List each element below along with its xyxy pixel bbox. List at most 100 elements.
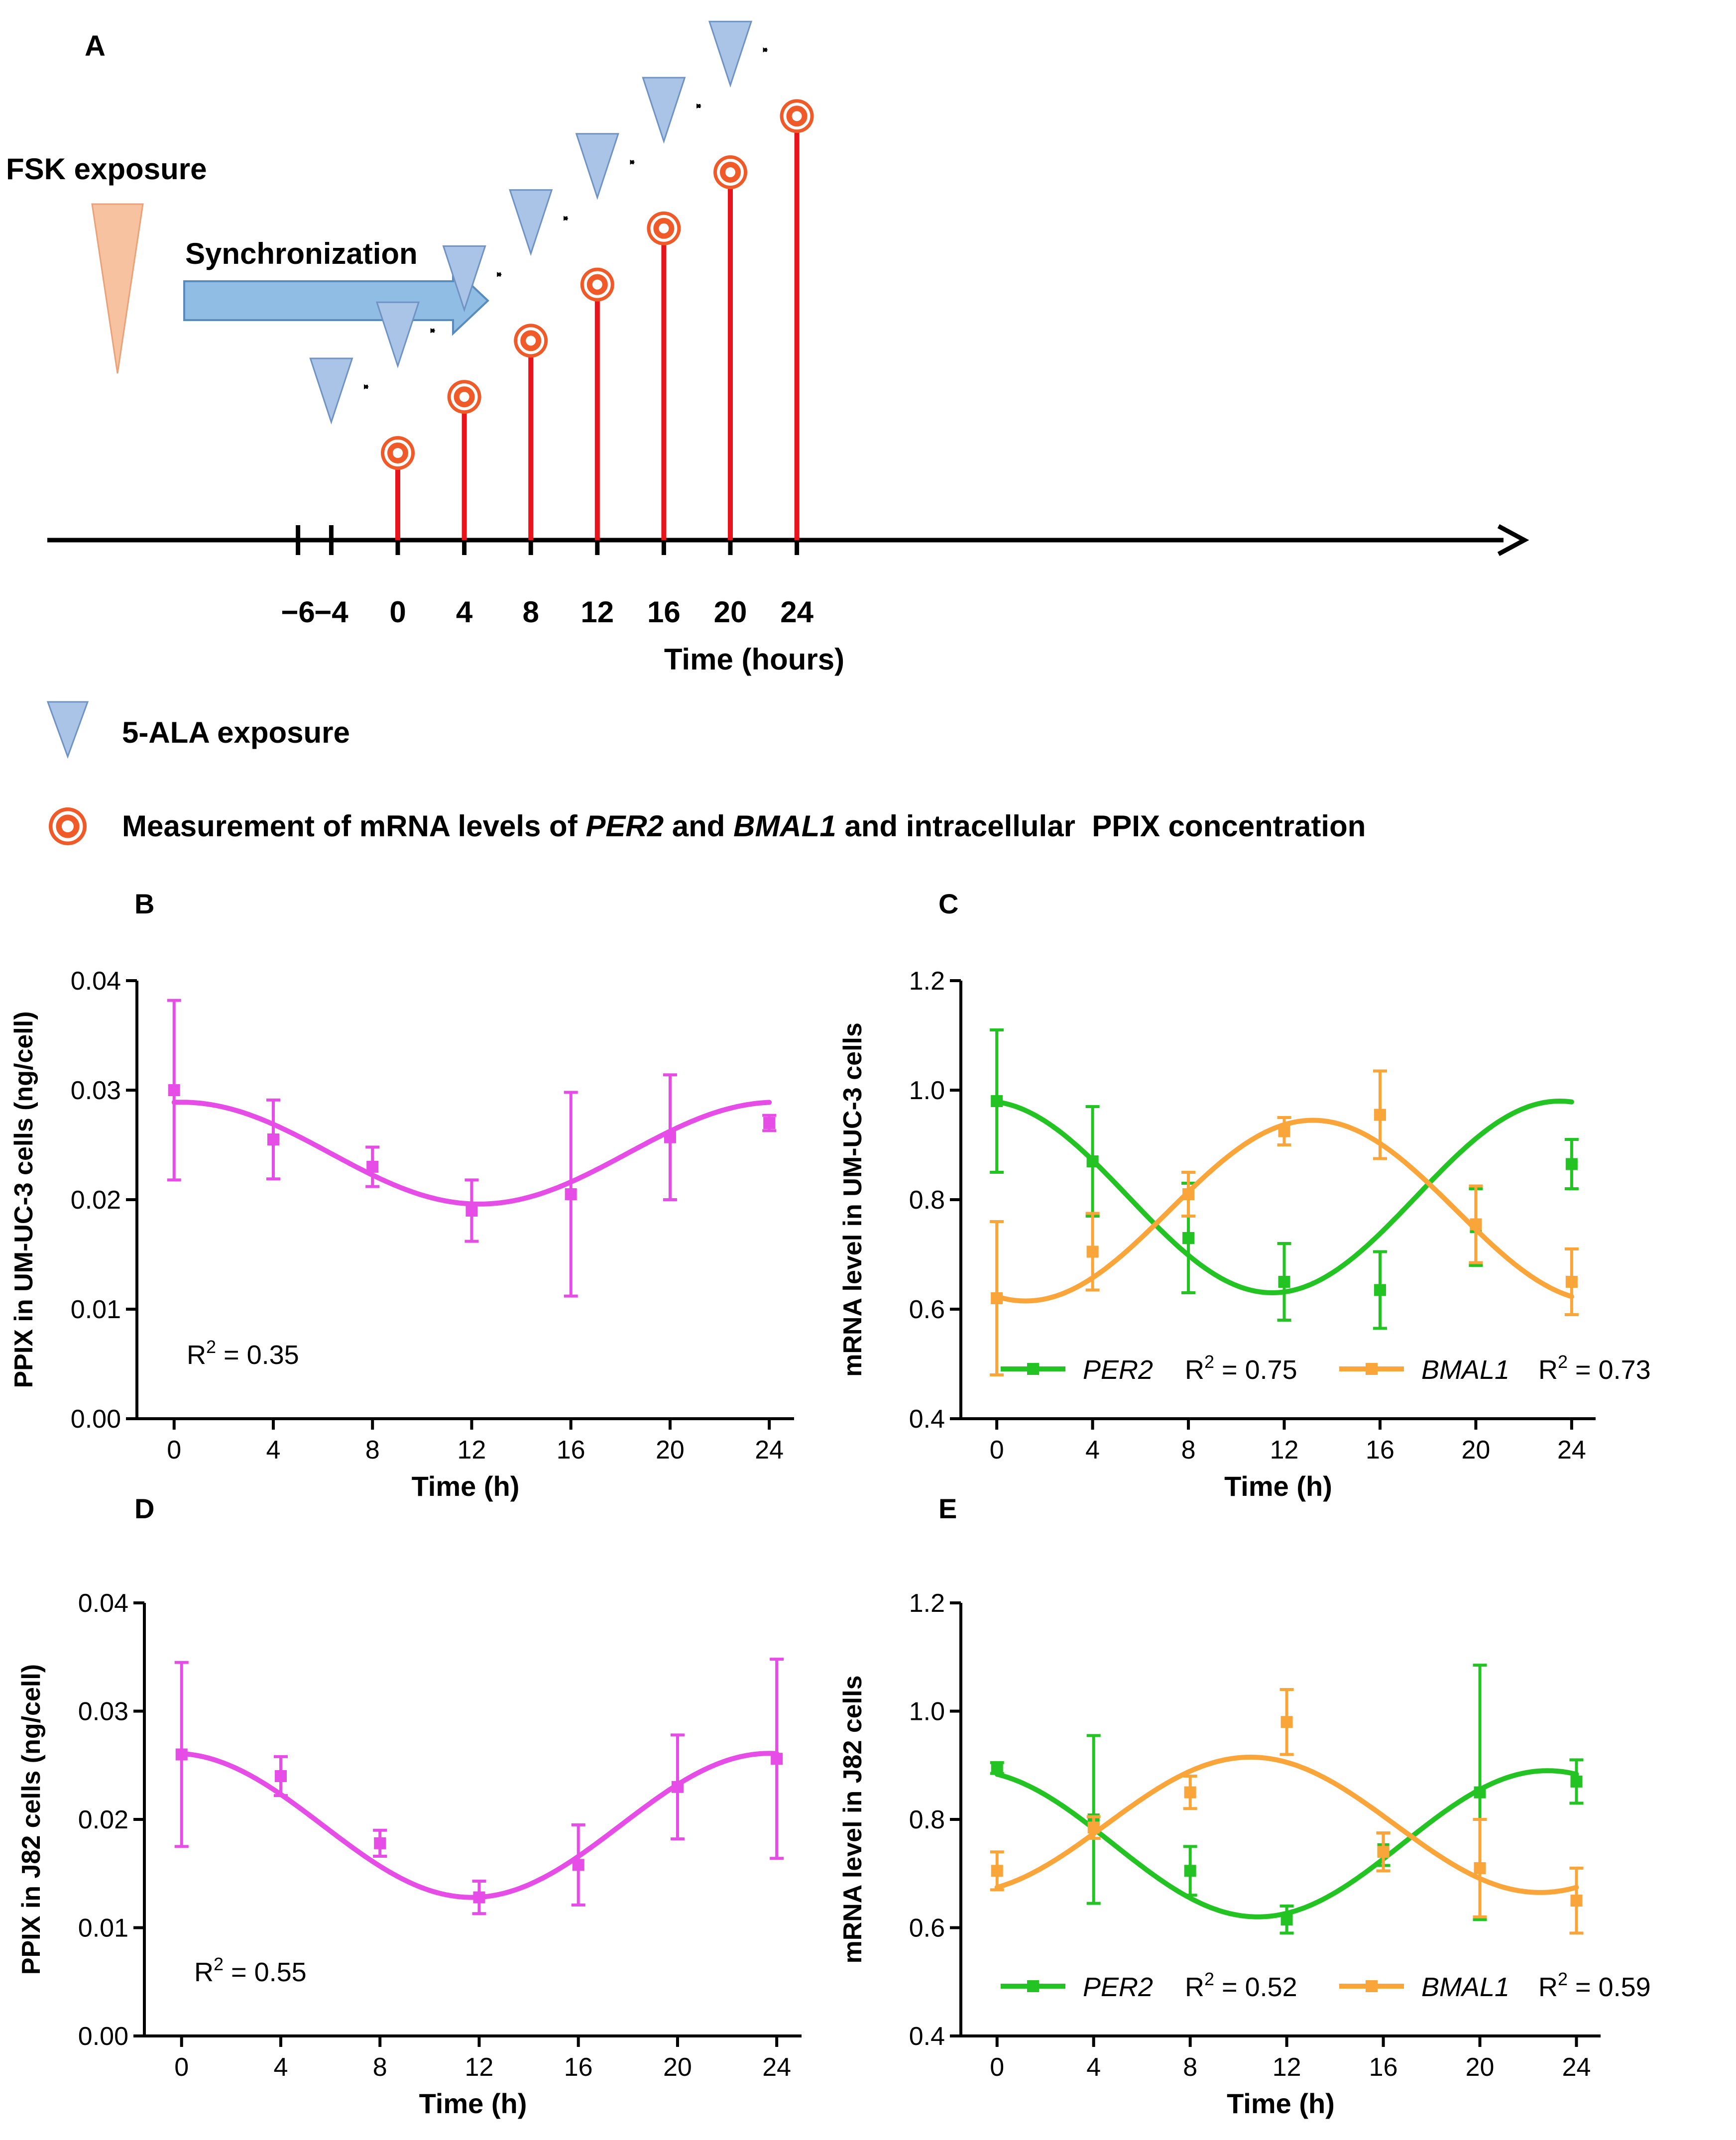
y-tick-label: 0.8	[909, 1186, 945, 1215]
data-point-per2	[1280, 1914, 1293, 1926]
x-tick-label: 16	[557, 1436, 585, 1464]
bmal1-text: BMAL1	[733, 809, 836, 843]
timeline: −6−4 0 4 8 12 16 20 24	[47, 20, 1529, 629]
x-tick-label: 4	[1086, 2053, 1101, 2082]
data-point-bmal1	[1565, 1276, 1578, 1288]
fit-curve-per2	[994, 1768, 1579, 1919]
data-point-ppix	[267, 1133, 279, 1145]
fit-curve-bmal1	[994, 1754, 1579, 1895]
measurement-marker-icon	[780, 99, 814, 133]
y-tick-label: 0.03	[71, 1076, 121, 1105]
data-point-ppix	[664, 1131, 676, 1143]
panel-a: A FSK exposure Synchronization −6−4 0 4 8 12…	[6, 20, 1529, 845]
y-tick-label: 0.6	[909, 1914, 945, 1943]
data-point-bmal1	[991, 1292, 1003, 1304]
measurement-marker-icon	[447, 380, 481, 414]
data-point-bmal1	[1087, 1821, 1100, 1834]
marker-ring	[583, 271, 611, 298]
data-point-bmal1	[1182, 1188, 1195, 1200]
x-axis-title: Time (h)	[1227, 2088, 1335, 2119]
y-axis-title: mRNA level in J82 cells	[838, 1675, 867, 1963]
measurement-marker-icon	[580, 267, 614, 302]
measurement-marker-icon	[381, 436, 415, 470]
ala-triangle-icon	[642, 77, 686, 144]
marker-center	[725, 167, 735, 177]
legend-ala-label: 5-ALA exposure	[122, 716, 350, 749]
x-tick-label: 0	[990, 1436, 1004, 1464]
x-tick-label: 20	[1466, 2053, 1495, 2082]
x-tick-label: 20	[656, 1436, 685, 1464]
data-point-bmal1	[1184, 1786, 1196, 1799]
legend-label-per2: PER2	[1083, 1355, 1153, 1385]
y-tick-label: 0.01	[78, 1914, 128, 1943]
ala-triangle-icon	[375, 301, 420, 369]
timeline-tick-label: 12	[580, 595, 614, 629]
timeline-tick-label: 16	[647, 595, 681, 629]
x-tick-label: 24	[1557, 1436, 1586, 1464]
data-point-per2	[1184, 1865, 1196, 1877]
marker-ring	[517, 327, 545, 354]
r-squared-annotation: R2 = 0.35	[187, 1337, 299, 1370]
synchronization-label: Synchronization	[185, 237, 418, 270]
ala-triangle-icon	[442, 245, 486, 313]
legend-r2-bmal1: R2 = 0.59	[1538, 1969, 1651, 2002]
data-point-bmal1	[1377, 1846, 1389, 1858]
marker-center	[393, 448, 403, 458]
data-point-per2	[1570, 1775, 1583, 1788]
legend-label-bmal1: BMAL1	[1421, 1355, 1509, 1385]
y-tick-label: 0.6	[909, 1295, 945, 1324]
data-point-per2	[1086, 1155, 1099, 1167]
legend-label-per2: PER2	[1083, 1972, 1153, 2002]
data-point-ppix	[366, 1161, 379, 1173]
data-point-ppix	[763, 1117, 776, 1129]
panel-a-label: A	[85, 30, 106, 62]
y-tick-label: 1.2	[909, 1589, 945, 1618]
legend-measure-label: Measurement of mRNA levels of PER2 and B…	[122, 809, 1366, 843]
x-tick-label: 12	[1273, 2053, 1301, 2082]
y-tick-label: 0.4	[909, 1405, 945, 1434]
timeline-tick-label: 4	[456, 595, 473, 629]
marker-center	[792, 111, 802, 121]
per2-text: PER2	[585, 809, 664, 843]
marker-ring	[451, 383, 478, 411]
x-tick-label: 8	[1181, 1436, 1196, 1464]
data-point-ppix	[565, 1188, 577, 1200]
x-tick-label: 16	[1369, 2053, 1398, 2082]
timeline-tick-label: 20	[714, 595, 747, 629]
y-tick-label: 0.00	[78, 2022, 128, 2051]
panel-label: E	[938, 1493, 957, 1524]
y-tick-label: 0.03	[78, 1697, 128, 1726]
data-point-bmal1	[1470, 1218, 1482, 1231]
x-tick-label: 8	[1183, 2053, 1197, 2082]
x-tick-label: 16	[564, 2053, 593, 2082]
time-axis-title: Time (hours)	[664, 643, 844, 676]
ala-triangle-icon	[708, 20, 753, 88]
panel-e: E 0.4 0.6 0.8 1.0 1.2 0 4 8 12 16 20 24 Time (h) mRNA …	[838, 1493, 1651, 2119]
timeline-tick-label: −4	[314, 595, 348, 629]
y-tick-label: 0.02	[71, 1186, 121, 1215]
y-tick-label: 0.04	[78, 1589, 128, 1618]
ala-triangle-icon	[509, 189, 553, 256]
panel-label: C	[938, 888, 958, 919]
y-tick-label: 0.8	[909, 1805, 945, 1834]
x-tick-label: 20	[1462, 1436, 1491, 1464]
data-point-per2	[1474, 1786, 1486, 1799]
measurement-marker-icon	[647, 211, 681, 245]
data-point-ppix	[168, 1084, 180, 1096]
measurement-marker-icon	[713, 155, 747, 189]
x-axis-title: Time (h)	[1224, 1470, 1332, 1502]
x-tick-label: 8	[365, 1436, 380, 1464]
panel-label: D	[134, 1493, 154, 1524]
data-point-bmal1	[1474, 1862, 1486, 1874]
x-tick-label: 24	[755, 1436, 784, 1464]
timeline-tick-label: 8	[523, 595, 539, 629]
panel-c: C 0.4 0.6 0.8 1.0 1.2 0 4 8 12 16 20 24 Time (h) mRNA …	[838, 888, 1651, 1502]
legend-r2-per2: R2 = 0.75	[1185, 1352, 1297, 1385]
data-point-bmal1	[1280, 1716, 1293, 1728]
ala-triangle-icon	[575, 133, 619, 200]
data-point-per2	[991, 1762, 1003, 1774]
x-tick-label: 4	[266, 1436, 281, 1464]
marker-center	[592, 279, 602, 290]
data-point-per2	[991, 1095, 1003, 1107]
data-point-ppix	[274, 1770, 287, 1782]
